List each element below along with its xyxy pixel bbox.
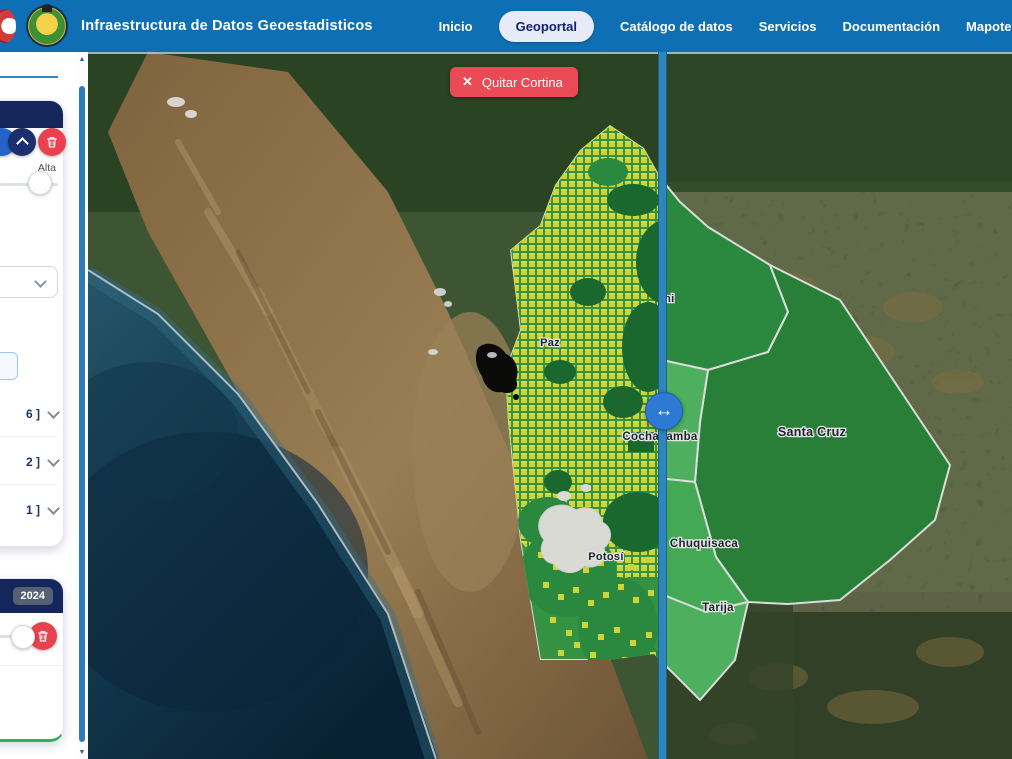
chevron-up-icon: [15, 137, 29, 150]
layer-panel-header: [0, 101, 63, 128]
legend-range-label: 6 ]: [25, 407, 40, 421]
legend-group-row[interactable]: 2 ]: [0, 448, 60, 476]
nav-item-geoportal[interactable]: Geoportal: [498, 10, 594, 42]
divider: [0, 484, 58, 485]
visibility-toggle-knob[interactable]: [11, 625, 35, 649]
map-render: Beni Santa Cruz Chuquisaca Tarija: [88, 52, 1012, 759]
sidebar-accent-line: [0, 76, 58, 78]
map-top-edge: [88, 52, 1012, 54]
nav-item-servicios[interactable]: Servicios: [758, 18, 817, 34]
year-panel-header: 2024: [0, 579, 63, 613]
year-panel: 2024: [0, 578, 64, 742]
chevron-down-icon: [47, 502, 60, 515]
ine-logo[interactable]: [0, 9, 16, 43]
divider: [0, 665, 62, 666]
top-navbar: Infraestructura de Datos Geoestadisticos…: [0, 0, 1012, 52]
legend-group-row[interactable]: 6 ]: [0, 400, 60, 428]
visibility-toggle-track[interactable]: [0, 635, 13, 638]
scroll-up-icon[interactable]: ▲: [78, 56, 86, 63]
collapse-layer-button[interactable]: [8, 128, 36, 156]
remove-curtain-label: Quitar Cortina: [481, 74, 563, 90]
nav-item-inicio[interactable]: Inicio: [438, 18, 473, 34]
chevron-down-icon: [34, 275, 47, 288]
chevron-down-icon: [47, 406, 60, 419]
main-nav: Inicio Geoportal Catálogo de datos Servi…: [438, 10, 1012, 42]
nav-item-catalogo[interactable]: Catálogo de datos: [620, 18, 733, 34]
chevron-down-icon: [47, 454, 60, 467]
swap-horizontal-icon: ↔: [654, 400, 674, 421]
year-badge: 2024: [12, 587, 53, 605]
trash-icon: [47, 137, 57, 148]
curtain-swipe-handle[interactable]: ↔: [645, 392, 683, 430]
delete-layer-button[interactable]: [38, 128, 66, 156]
opacity-slider-knob[interactable]: [28, 171, 52, 195]
nav-item-documentacion[interactable]: Documentación: [842, 18, 941, 34]
remove-curtain-button[interactable]: ✕ Quitar Cortina: [450, 67, 578, 97]
bolivia-coat-of-arms-icon[interactable]: [26, 4, 68, 47]
sidebar-scrollbar[interactable]: ▲ ▼: [76, 52, 88, 759]
legend-range-label: 1 ]: [25, 503, 40, 517]
layers-sidebar: Alta 6 ] 2 ] 1 ] 2024 ▲ ▼: [0, 52, 88, 759]
legend-range-label: 2 ]: [25, 455, 40, 469]
scrollbar-thumb[interactable]: [79, 86, 85, 742]
scroll-down-icon[interactable]: ▼: [78, 749, 86, 756]
app-title: Infraestructura de Datos Geoestadisticos: [81, 18, 373, 34]
legend-group-row[interactable]: 1 ]: [0, 496, 60, 524]
map-canvas[interactable]: Beni Santa Cruz Chuquisaca Tarija: [88, 52, 1012, 759]
color-swatch-box[interactable]: [0, 352, 18, 380]
close-icon: ✕: [462, 74, 473, 89]
nav-item-mapoteca[interactable]: Mapoteca: [966, 18, 1012, 34]
layer-style-select[interactable]: [0, 266, 58, 298]
trash-icon: [38, 631, 48, 642]
divider: [0, 436, 58, 437]
